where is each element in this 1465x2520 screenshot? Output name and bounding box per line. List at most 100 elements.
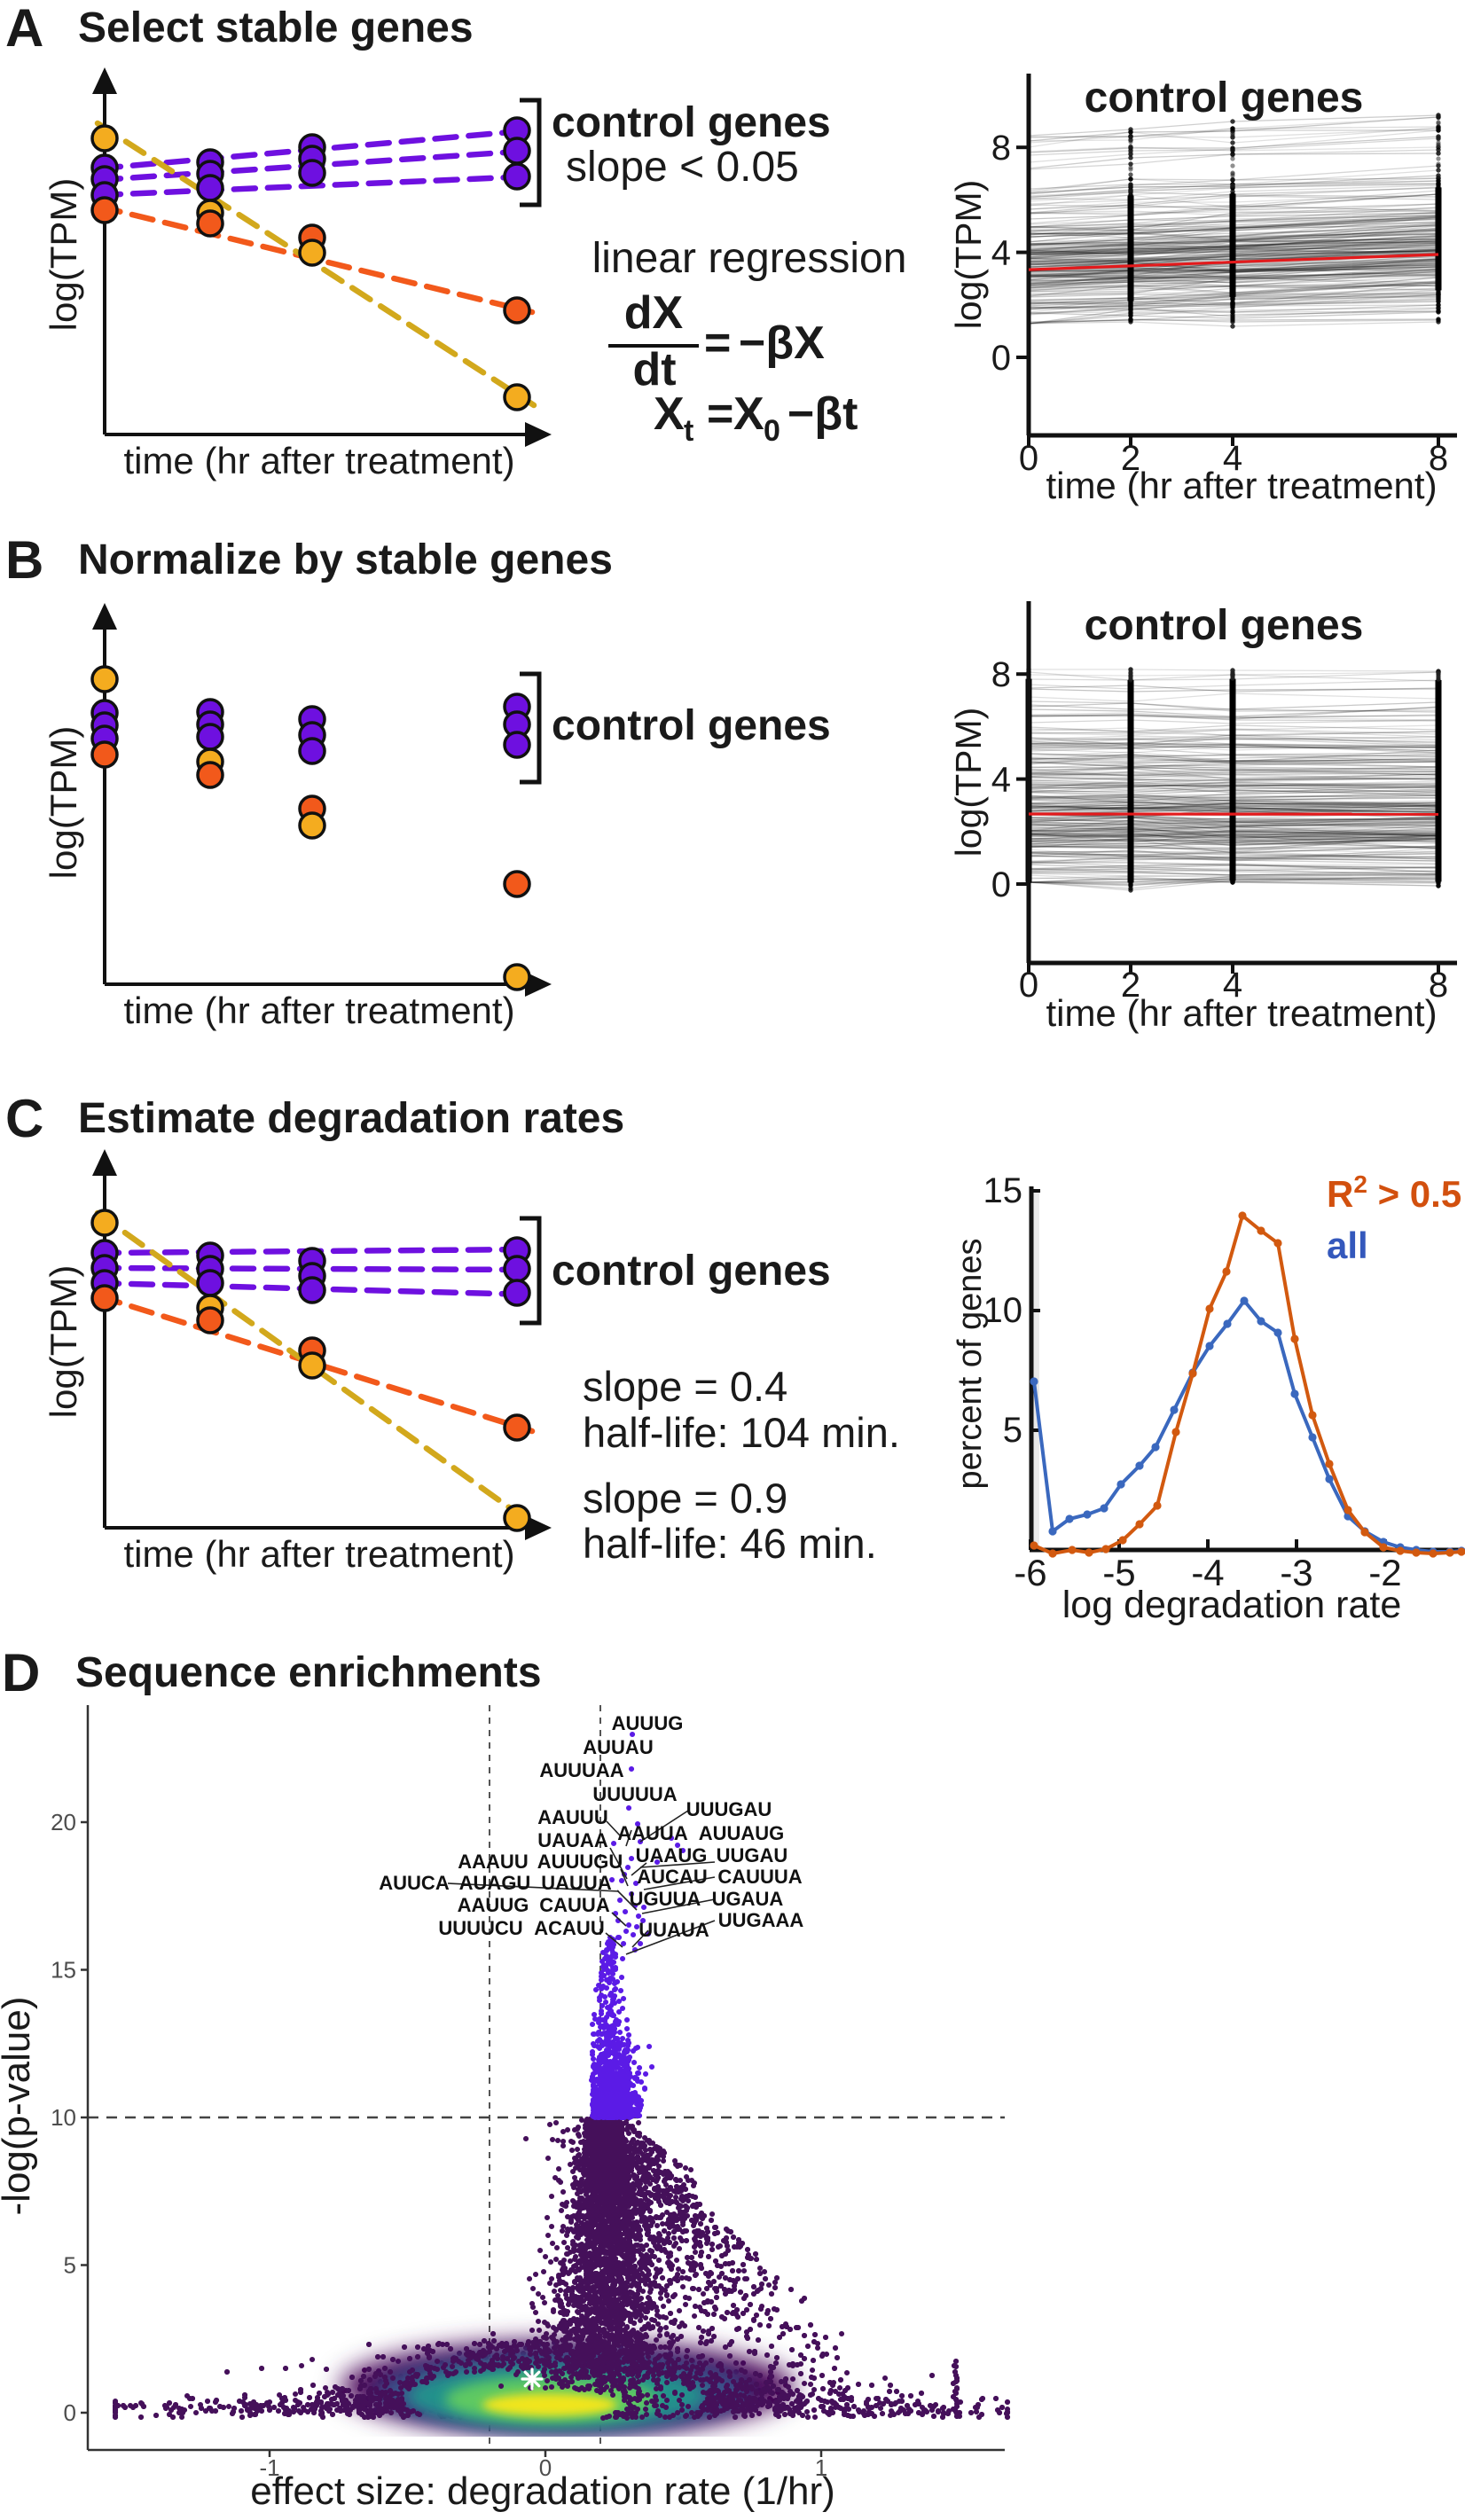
svg-text:AUUUG: AUUUG (612, 1712, 684, 1734)
svg-text:5: 5 (1003, 1411, 1022, 1450)
svg-text:log(TPM): log(TPM) (43, 178, 84, 332)
svg-text:UAUUA: UAUUA (541, 1872, 612, 1894)
svg-text:-4: -4 (1191, 1552, 1224, 1593)
svg-text:10: 10 (51, 2104, 76, 2131)
svg-text:-5: -5 (1102, 1552, 1135, 1593)
svg-text:ACAUU: ACAUU (534, 1917, 604, 1939)
svg-text:0: 0 (1019, 439, 1038, 478)
svg-text:log(TPM): log(TPM) (43, 726, 84, 880)
svg-text:C: C (5, 1089, 43, 1148)
svg-text:AUUUGU: AUUUGU (537, 1851, 623, 1873)
svg-text:effect size: degradation rate: effect size: degradation rate (1/hr) (250, 2469, 835, 2513)
svg-text:AUUUAA: AUUUAA (539, 1759, 623, 1781)
svg-text:0: 0 (991, 865, 1011, 904)
svg-text:UUAUA: UUAUA (638, 1919, 709, 1941)
svg-text:Sequence enrichments: Sequence enrichments (75, 1649, 542, 1696)
svg-text:0: 0 (991, 339, 1011, 378)
svg-text:2: 2 (1121, 439, 1140, 478)
svg-text:15: 15 (983, 1171, 1023, 1210)
svg-text:0: 0 (764, 414, 780, 448)
svg-text:4: 4 (991, 234, 1011, 273)
svg-text:-1: -1 (259, 2454, 279, 2481)
svg-text:log(TPM): log(TPM) (43, 1265, 84, 1419)
svg-text:1: 1 (815, 2454, 827, 2481)
svg-text:UUGAU: UUGAU (717, 1844, 788, 1867)
svg-text:AUUCA: AUUCA (379, 1872, 450, 1894)
svg-text:4: 4 (1223, 966, 1242, 1005)
svg-text:control genes: control genes (552, 1248, 831, 1295)
svg-text:-6: -6 (1014, 1552, 1046, 1593)
svg-text:UGAUA: UGAUA (712, 1888, 784, 1910)
svg-text:control genes: control genes (1085, 602, 1364, 649)
svg-text:0: 0 (1019, 966, 1038, 1005)
svg-text:time (hr after treatment): time (hr after treatment) (123, 990, 514, 1031)
svg-text:AAAUU: AAAUU (458, 1851, 528, 1873)
svg-text:t: t (684, 414, 693, 448)
svg-text:UUUUUA: UUUUUA (592, 1783, 677, 1805)
svg-text:Estimate degradation rates: Estimate degradation rates (78, 1095, 624, 1142)
svg-text:UUUUCU: UUUUCU (438, 1917, 522, 1939)
svg-text:A: A (5, 0, 43, 58)
svg-text:linear regression: linear regression (592, 235, 907, 282)
svg-text:8: 8 (1429, 966, 1448, 1005)
svg-text:AAUUG: AAUUG (458, 1894, 529, 1916)
svg-text:4: 4 (1223, 439, 1242, 478)
svg-text:log(TPM): log(TPM) (948, 180, 989, 330)
svg-text:time (hr after treatment): time (hr after treatment) (1046, 465, 1437, 506)
svg-text:=: = (704, 317, 731, 369)
svg-text:Normalize by stable genes: Normalize by stable genes (78, 536, 613, 583)
svg-text:time (hr after treatment): time (hr after treatment) (123, 1533, 514, 1575)
svg-text:UUGAAA: UUGAAA (718, 1909, 804, 1931)
svg-text:AUCAU: AUCAU (637, 1866, 707, 1888)
svg-text:log degradation rate: log degradation rate (1062, 1584, 1402, 1626)
svg-text:0: 0 (64, 2399, 76, 2426)
svg-text:4: 4 (991, 761, 1011, 800)
svg-text:UUUGAU: UUUGAU (686, 1798, 772, 1820)
svg-text:AUUAU: AUUAU (583, 1736, 653, 1758)
svg-text:control genes: control genes (552, 702, 831, 749)
svg-text:X: X (654, 388, 685, 440)
svg-text:CAUUUA: CAUUUA (717, 1866, 802, 1888)
svg-text:all: all (1327, 1225, 1368, 1266)
svg-text:control genes: control genes (552, 99, 831, 146)
svg-text:UGUUA: UGUUA (630, 1888, 701, 1910)
svg-text:slope < 0.05: slope < 0.05 (566, 144, 799, 191)
svg-text:−βt: −βt (787, 388, 858, 440)
svg-text:percent of genes: percent of genes (952, 1238, 989, 1489)
svg-text:5: 5 (64, 2252, 76, 2279)
svg-text:−βX: −βX (739, 317, 825, 369)
svg-text:-log(p-value): -log(p-value) (0, 1997, 38, 2216)
svg-text:8: 8 (991, 655, 1011, 694)
svg-text:10: 10 (983, 1291, 1023, 1330)
svg-text:AAUUU: AAUUU (537, 1806, 607, 1828)
svg-text:8: 8 (991, 129, 1011, 168)
svg-text:dt: dt (632, 344, 676, 395)
svg-text:slope = 0.4: slope = 0.4 (583, 1363, 787, 1410)
svg-text:X: X (733, 388, 764, 440)
svg-text:Select stable genes: Select stable genes (78, 4, 474, 51)
svg-text:R2 > 0.5: R2 > 0.5 (1327, 1170, 1461, 1215)
svg-text:=: = (707, 388, 733, 440)
svg-text:2: 2 (1121, 966, 1140, 1005)
svg-text:UAAUG: UAAUG (636, 1844, 708, 1867)
svg-text:time (hr after treatment): time (hr after treatment) (123, 440, 514, 481)
svg-text:AUAGU: AUAGU (459, 1872, 531, 1894)
svg-text:slope = 0.9: slope = 0.9 (583, 1475, 787, 1522)
svg-text:AAUUA: AAUUA (617, 1822, 688, 1844)
svg-text:15: 15 (51, 1957, 76, 1984)
svg-text:dX: dX (624, 287, 684, 339)
svg-text:B: B (5, 530, 43, 590)
svg-text:control genes: control genes (1085, 74, 1364, 121)
svg-text:0: 0 (539, 2454, 552, 2481)
svg-text:20: 20 (51, 1809, 76, 1835)
svg-text:-2: -2 (1368, 1552, 1401, 1593)
svg-text:time (hr after treatment): time (hr after treatment) (1046, 992, 1437, 1034)
svg-text:8: 8 (1429, 439, 1448, 478)
svg-text:log(TPM): log(TPM) (948, 708, 989, 857)
svg-text:UAUAA: UAUAA (537, 1829, 608, 1851)
svg-text:half-life: 46 min.: half-life: 46 min. (583, 1520, 877, 1567)
svg-text:AUUAUG: AUUAUG (699, 1822, 785, 1844)
svg-text:D: D (2, 1643, 40, 1702)
svg-text:half-life: 104 min.: half-life: 104 min. (583, 1409, 900, 1456)
svg-text:CAUUA: CAUUA (539, 1894, 610, 1916)
